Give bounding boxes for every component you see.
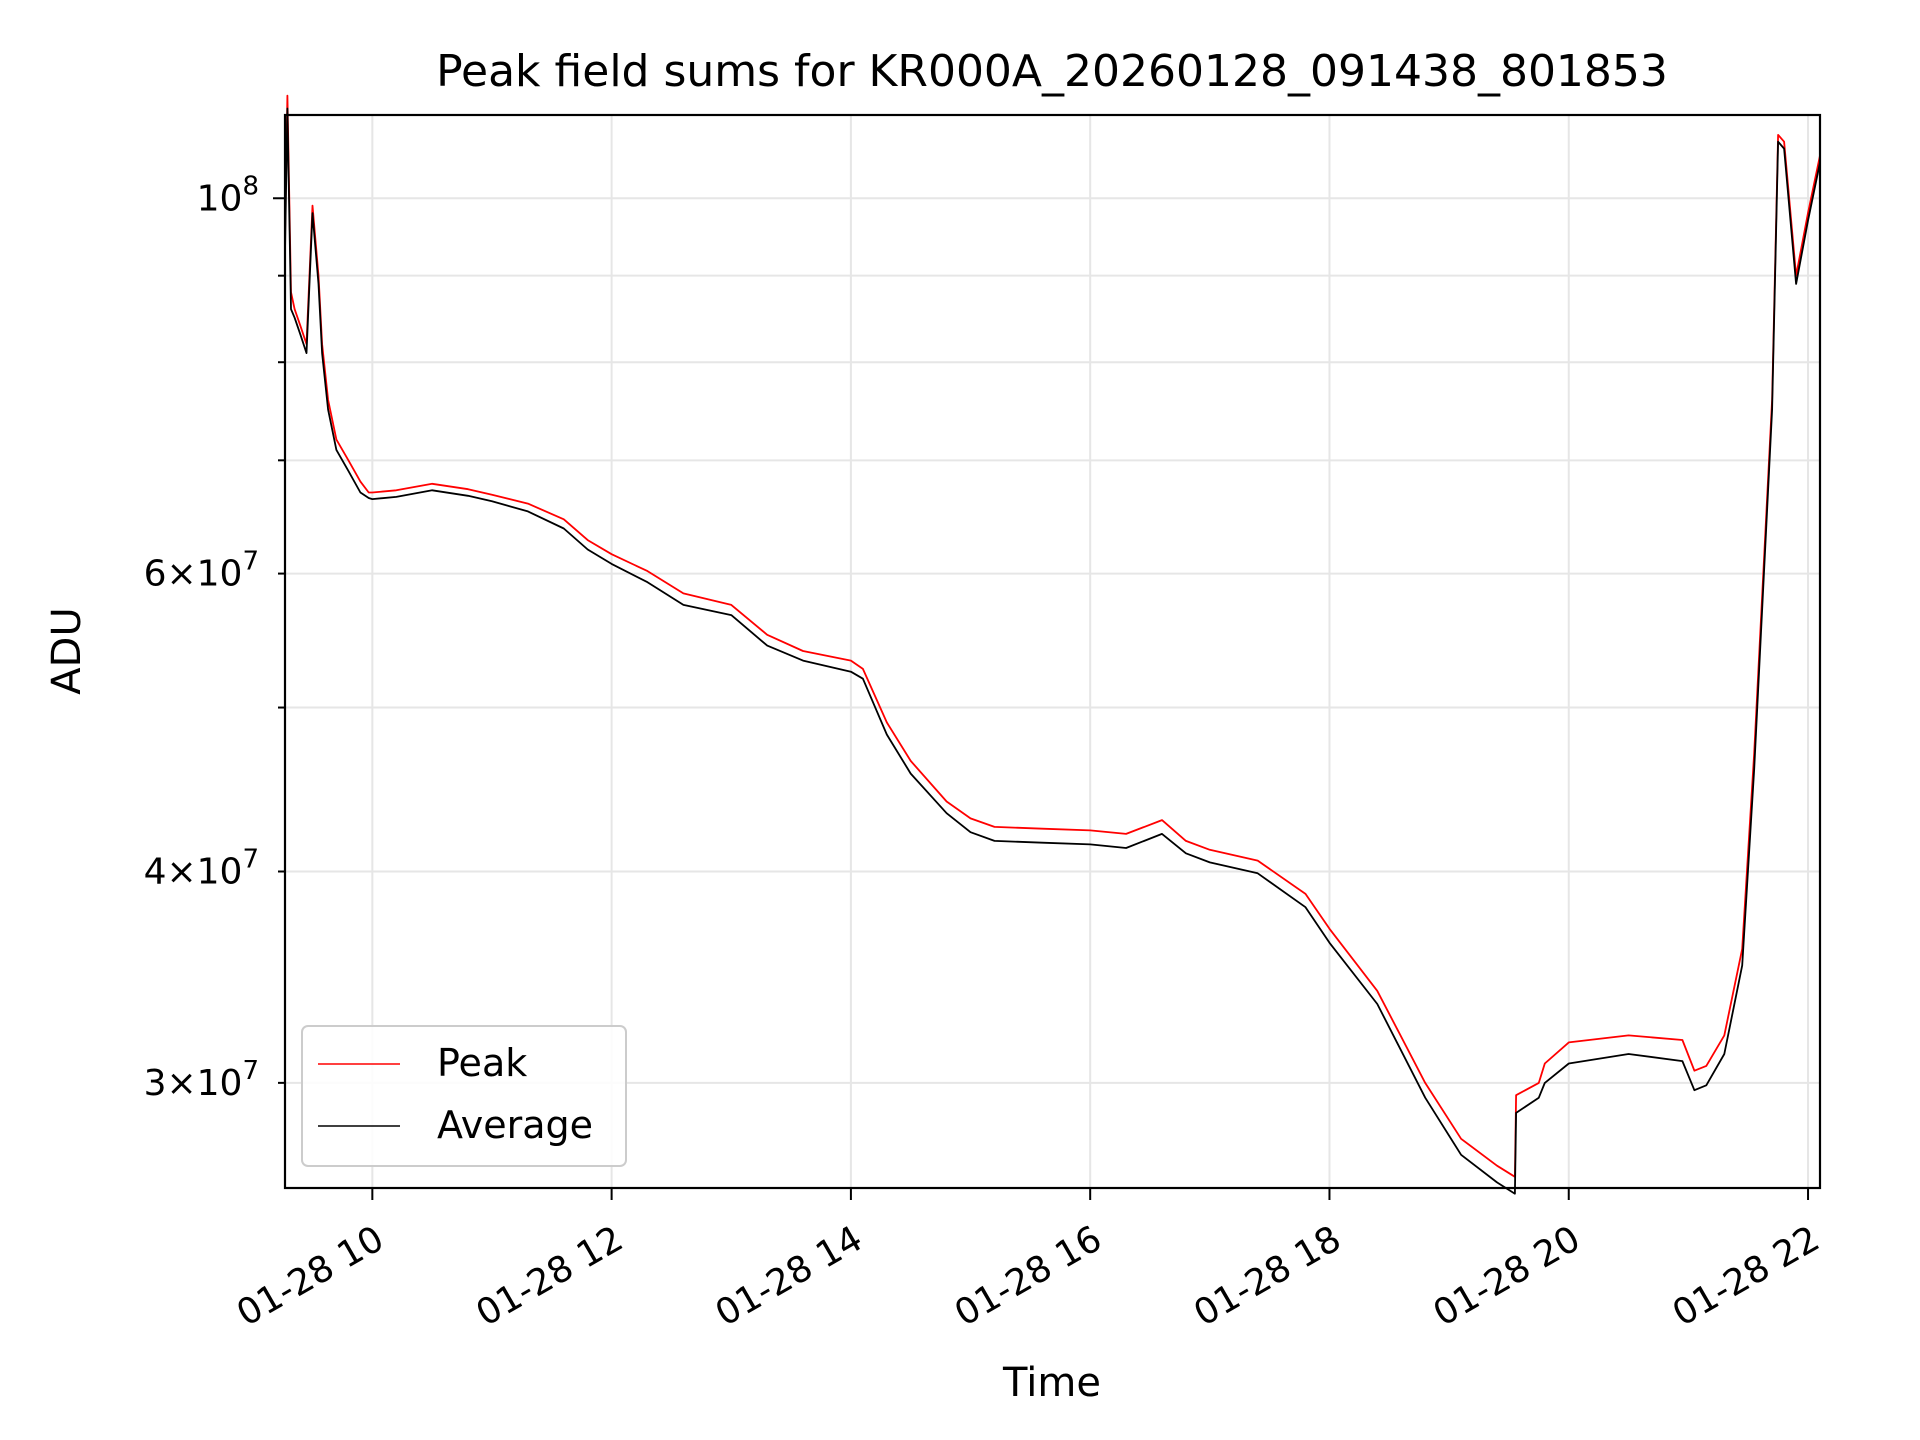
chart-title: Peak field sums for KR000A_20260128_0914… [436, 46, 1668, 97]
y-tick-label: 3×107 [144, 1056, 259, 1104]
plot-frame [283, 113, 1822, 1190]
legend-box [301, 1025, 627, 1167]
legend: Peak Average [301, 1025, 627, 1167]
y-tick-label: 6×107 [144, 547, 259, 595]
y-tick-label: 4×107 [144, 844, 259, 892]
series-line-average [284, 107, 1821, 1195]
y-axis-label: ADU [44, 607, 90, 694]
legend-label-average: Average [437, 1103, 593, 1147]
y-axis: 108 3×107 4×107 6×107 [144, 171, 285, 1104]
grid [285, 115, 1820, 1188]
plot-area [284, 94, 1821, 1195]
y-tick-label: 108 [197, 171, 259, 219]
legend-label-peak: Peak [437, 1041, 527, 1085]
x-axis-label: Time [1002, 1360, 1101, 1406]
series-line-peak [284, 94, 1821, 1178]
